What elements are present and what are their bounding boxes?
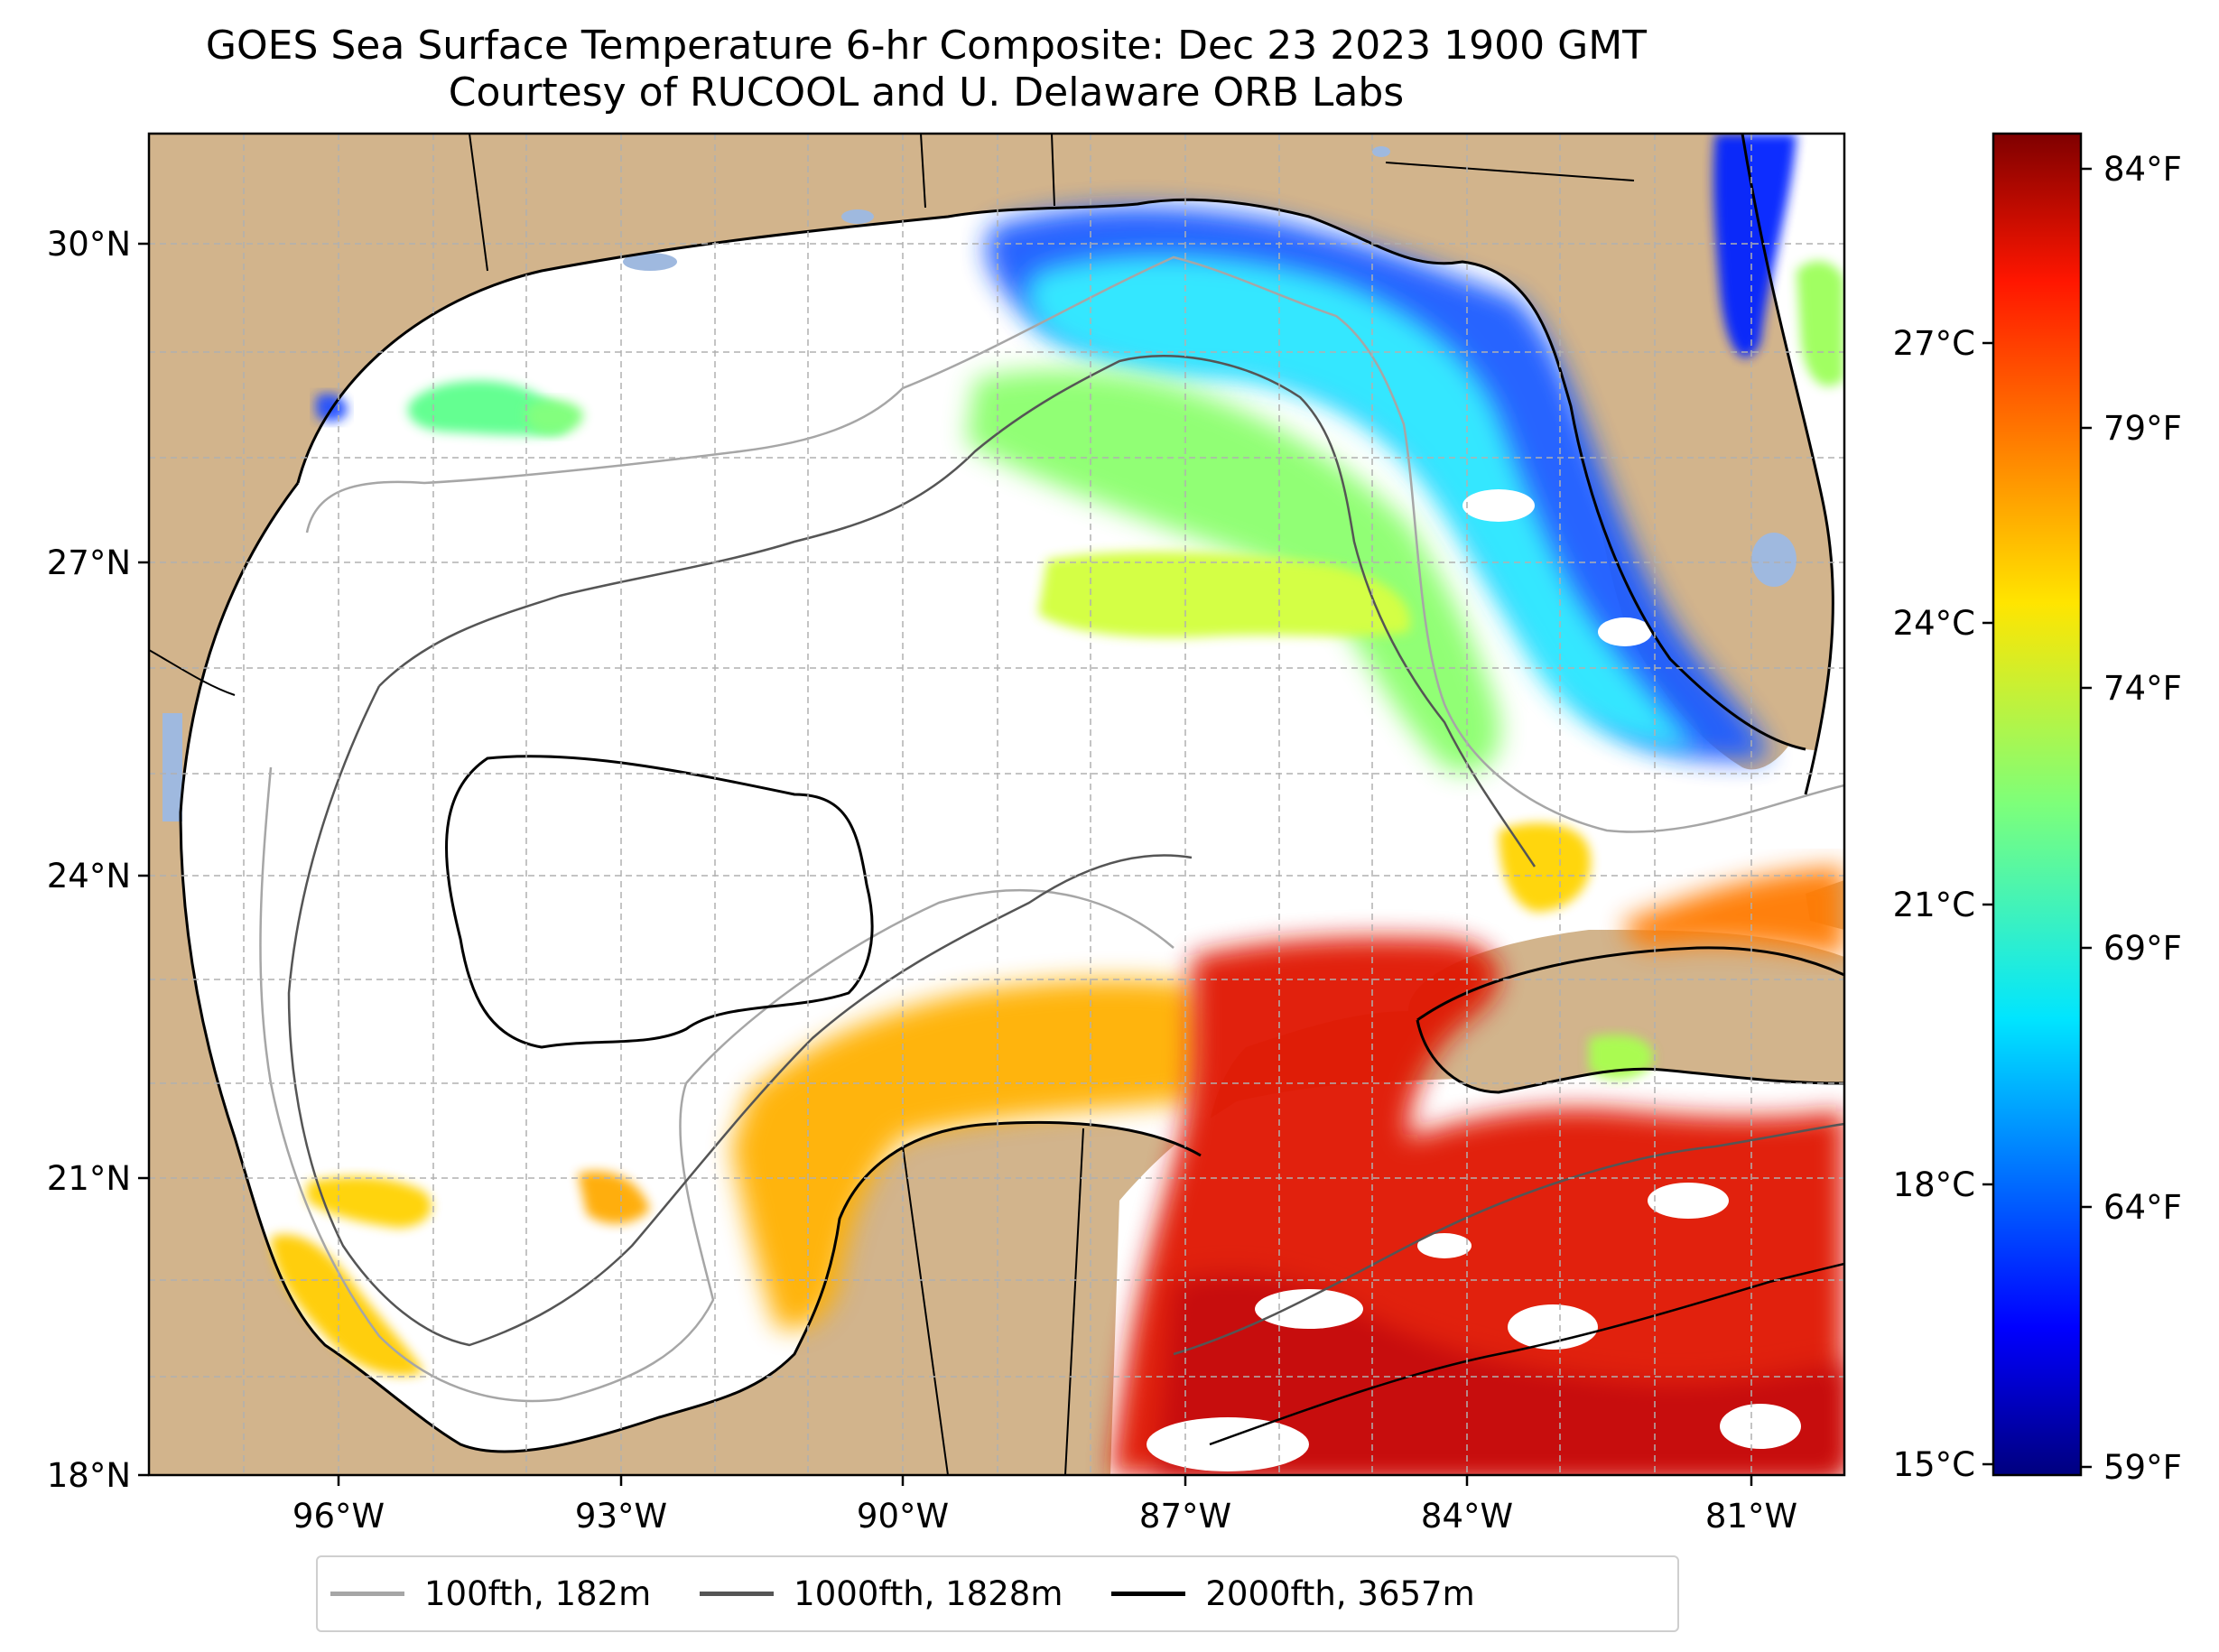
lon-tick-labels: 96°W 93°W 90°W 87°W 84°W 81°W	[292, 1497, 1797, 1536]
sst-patch-atlantic-green	[1797, 261, 1844, 386]
map-subtitle: Courtesy of RUCOOL and U. Delaware ORB L…	[448, 70, 1405, 116]
colorbar-celsius-label: 18°C	[1893, 1165, 1975, 1204]
colorbar-fahrenheit-labels: 84°F 79°F 74°F 69°F 64°F 59°F	[2103, 150, 2182, 1487]
sst-patch-north-cyan	[1026, 254, 1697, 749]
lon-tick-label: 84°W	[1421, 1497, 1513, 1536]
colorbar-fahrenheit-label: 84°F	[2103, 150, 2182, 189]
sst-patch-atlantic-blue	[1713, 134, 1797, 358]
lon-tick-label: 96°W	[292, 1497, 385, 1536]
colorbar-fahrenheit-label: 79°F	[2103, 409, 2182, 448]
colorbar-c-ticks	[1982, 341, 1993, 1466]
colorbar-celsius-label: 15°C	[1893, 1445, 1975, 1484]
lon-tick-label: 87°W	[1139, 1497, 1231, 1536]
coastline-cuba	[1416, 946, 1844, 1094]
lat-tick-label: 30°N	[47, 225, 131, 264]
map-area	[149, 134, 1844, 1475]
sst-patch-campeche-yellow	[271, 1234, 424, 1376]
colorbar-celsius-labels: 27°C 24°C 21°C 18°C 15°C	[1893, 324, 1975, 1484]
colorbar-celsius-label: 24°C	[1893, 604, 1975, 643]
sst-patch-south-orange	[731, 979, 1204, 1330]
colorbar-celsius-label: 21°C	[1893, 886, 1975, 924]
contour-1000fth	[378, 355, 1537, 868]
legend-label: 1000fth, 1828m	[794, 1574, 1063, 1613]
lat-tick-label: 24°N	[47, 857, 131, 896]
legend-line-100fth	[330, 1592, 404, 1596]
colorbar-f-ticks	[2081, 167, 2092, 1469]
country-border-mexico	[149, 649, 1084, 1475]
cuba	[1417, 947, 1844, 1092]
sst-patch-central-yellow-green	[1038, 551, 1410, 638]
legend-label: 100fth, 182m	[424, 1574, 652, 1613]
legend-line-1000fth	[700, 1592, 775, 1596]
lat-tick-label: 21°N	[47, 1159, 131, 1198]
contour-2000fth	[445, 755, 874, 1049]
legend-item-1000fth: 1000fth, 1828m	[700, 1574, 1063, 1613]
map-frame	[147, 132, 1846, 1477]
sst-patch-north-green	[966, 369, 1500, 774]
lat-tick-label: 18°N	[47, 1456, 131, 1495]
contour-100fth-south	[259, 766, 1174, 1403]
legend-line-2000fth	[1111, 1592, 1186, 1596]
lat-tick-marks	[138, 242, 149, 1477]
contour-1000fth-west	[287, 685, 1193, 1347]
inland-water-bodies	[162, 146, 1797, 821]
colorbar	[1992, 132, 2083, 1477]
contour-caribbean-2	[1209, 1262, 1844, 1446]
colorbar-celsius-label: 27°C	[1893, 324, 1975, 363]
colorbar-fahrenheit-label: 69°F	[2103, 929, 2182, 968]
cloud-gaps	[1147, 489, 1801, 1471]
sst-patch-west-green	[407, 380, 567, 436]
colorbar-fahrenheit-label: 64°F	[2103, 1188, 2182, 1227]
state-border-1	[469, 134, 1635, 272]
coastline-florida-east	[1741, 134, 1834, 795]
gulf-of-mexico	[181, 200, 1844, 1452]
lon-tick-label: 81°W	[1705, 1497, 1797, 1536]
contour-legend: 100fth, 182m 1000fth, 1828m 2000fth, 365…	[316, 1555, 1679, 1632]
sst-patch-campeche-orange	[578, 1171, 650, 1224]
map-title: GOES Sea Surface Temperature 6-hr Compos…	[205, 23, 1648, 69]
lon-tick-label: 93°W	[575, 1497, 667, 1536]
coastline-mexico	[179, 482, 1202, 1453]
sst-patch-west-green-2	[525, 400, 583, 434]
graticule	[149, 134, 1844, 1475]
bathymetry-contours	[259, 255, 1844, 1446]
lat-tick-label: 27°N	[47, 543, 131, 582]
lat-tick-labels: 30°N 27°N 24°N 21°N 18°N	[47, 225, 131, 1495]
sst-patch-florida-straits-orange	[1624, 867, 1844, 957]
lon-tick-marks	[337, 1475, 1753, 1486]
contour-100fth	[305, 255, 1844, 833]
legend-label: 2000fth, 3657m	[1205, 1574, 1475, 1613]
colorbar-fahrenheit-label: 59°F	[2103, 1448, 2182, 1487]
lon-tick-label: 90°W	[857, 1497, 949, 1536]
colorbar-fahrenheit-label: 74°F	[2103, 669, 2182, 708]
contour-caribbean	[1173, 1122, 1844, 1356]
legend-item-100fth: 100fth, 182m	[330, 1574, 651, 1613]
legend-item-2000fth: 2000fth, 3657m	[1111, 1574, 1475, 1613]
sst-data-layer	[271, 134, 1844, 1475]
